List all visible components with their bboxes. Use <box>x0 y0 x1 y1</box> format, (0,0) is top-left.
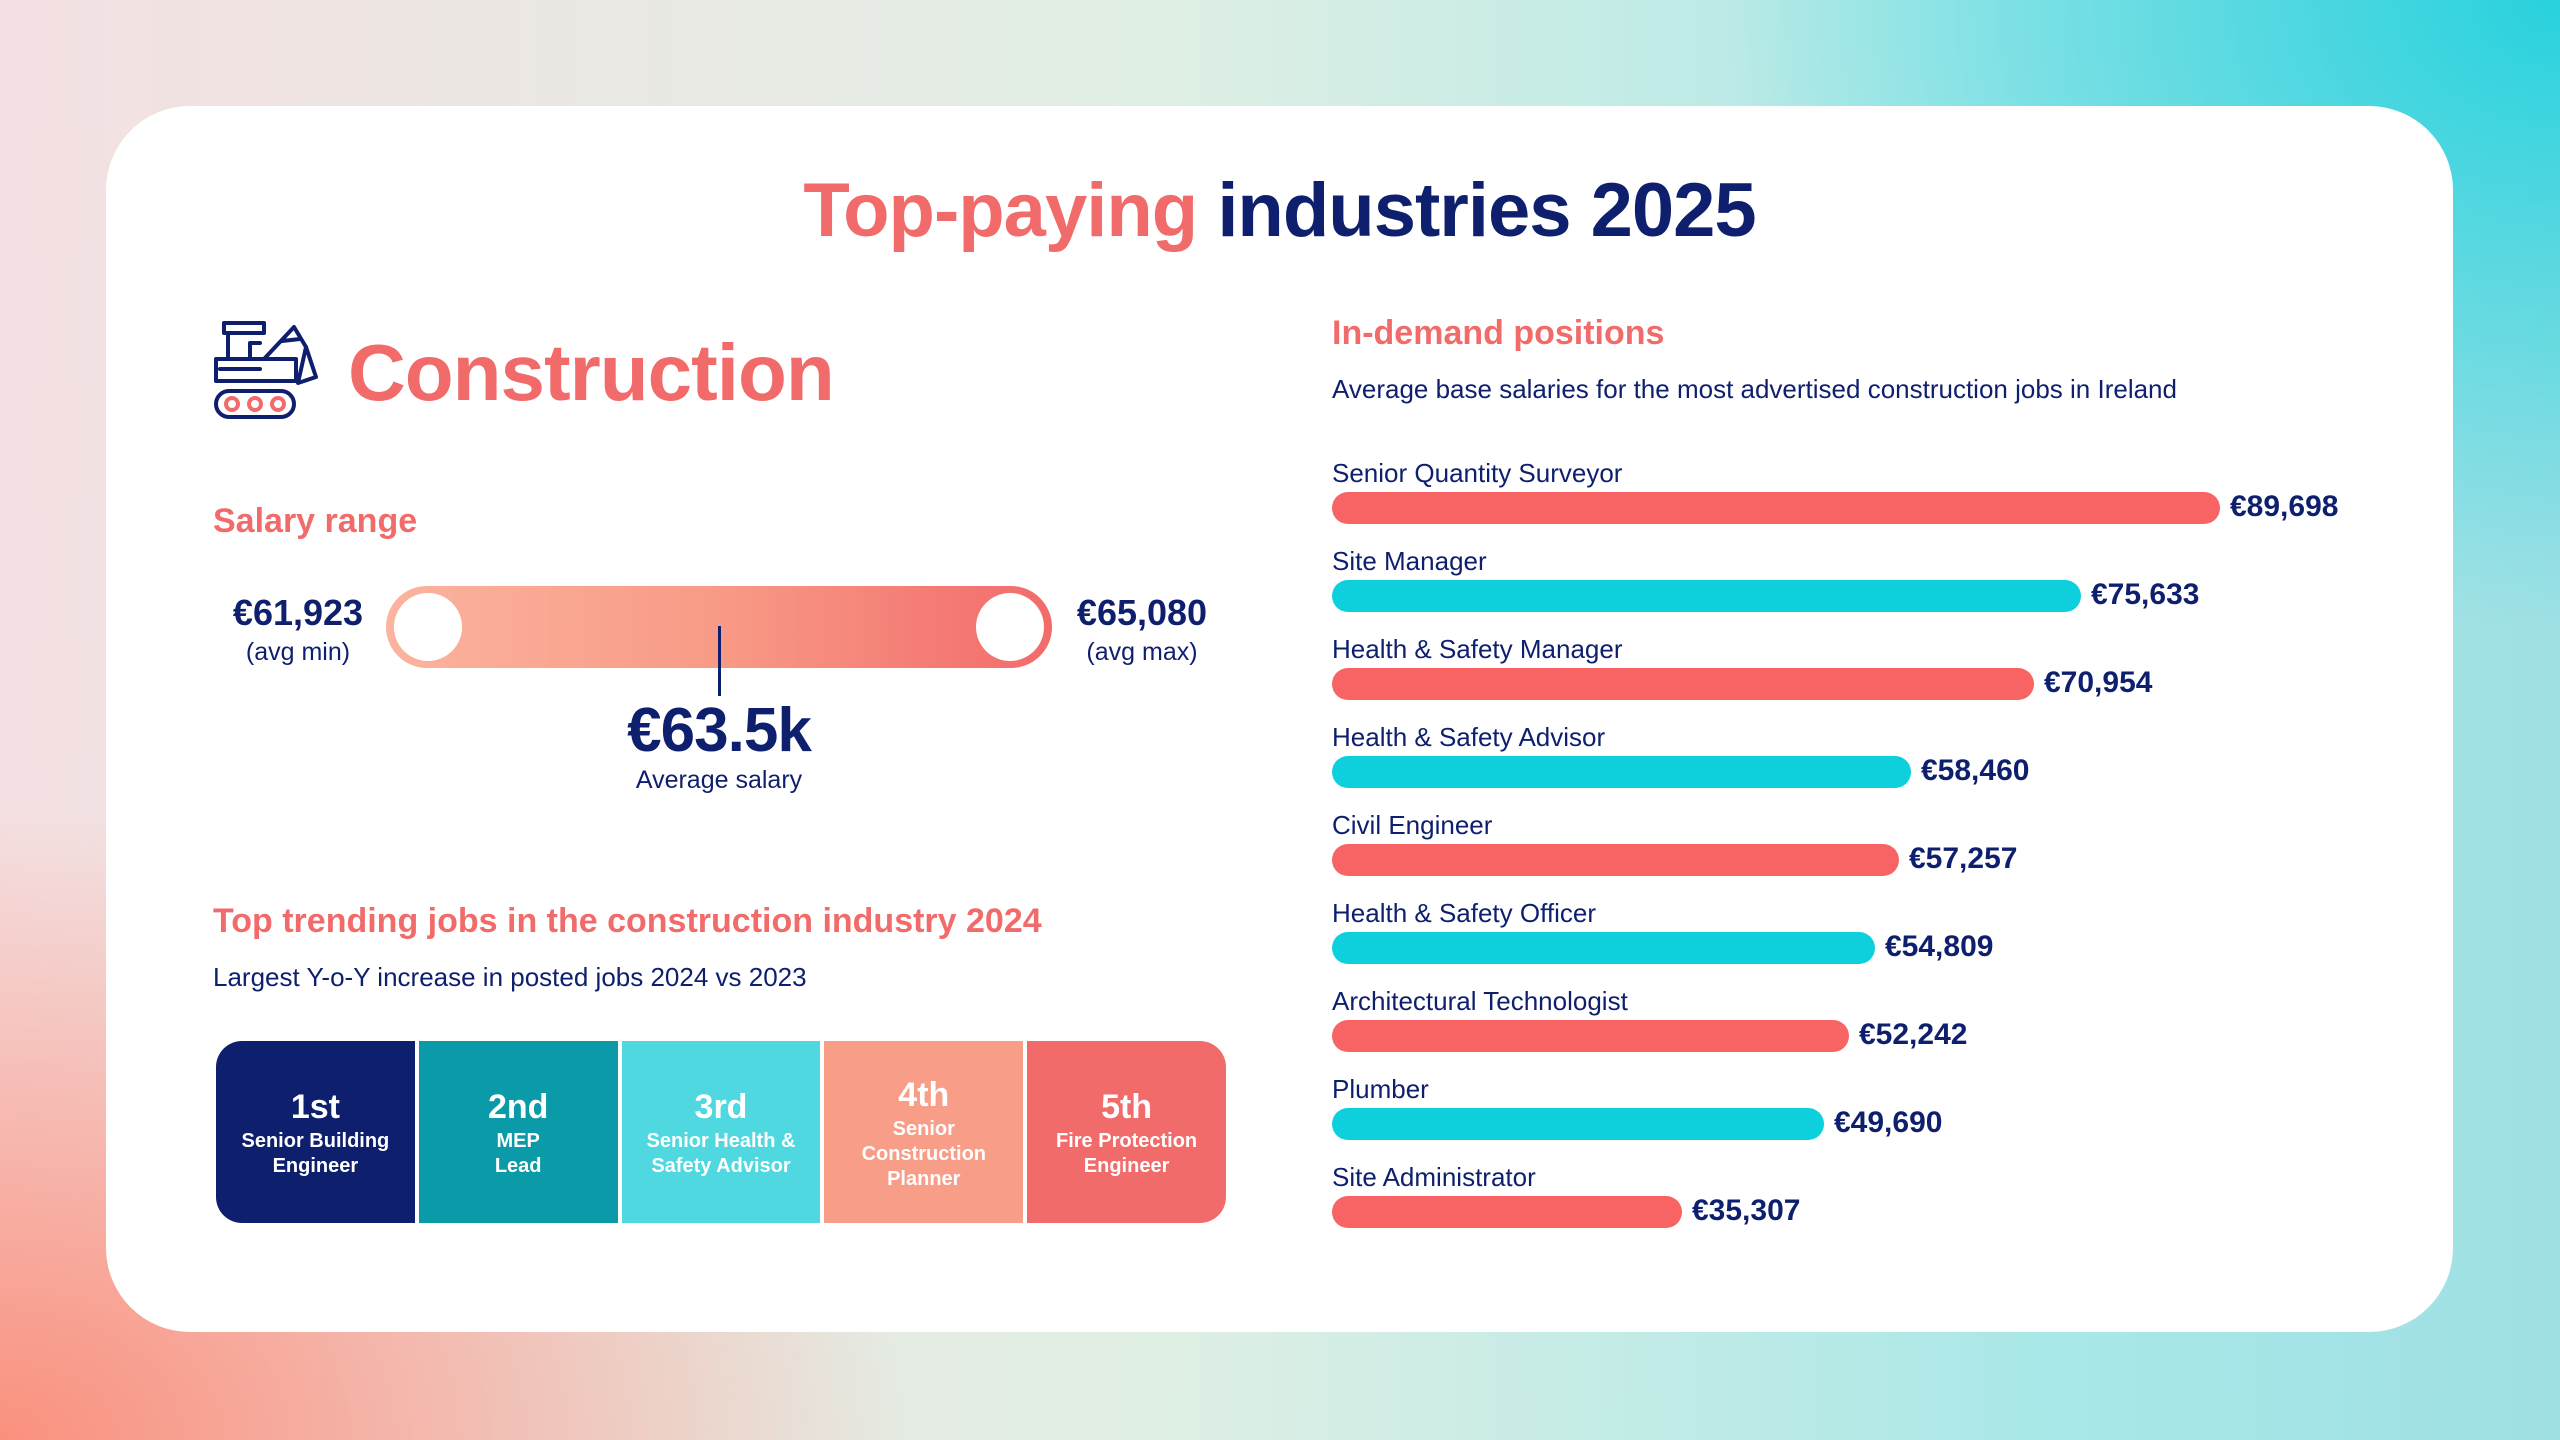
bar-row: Architectural Technologist €52,242 <box>1332 974 2382 1062</box>
trend-rank: 5th <box>1101 1088 1153 1126</box>
average-salary-value: €63.5k <box>627 696 812 765</box>
trend-box-3: 3rd Senior Health & Safety Advisor <box>617 1041 821 1223</box>
bar-row: Plumber €49,690 <box>1332 1062 2382 1150</box>
bar-value-label: €75,633 <box>2091 578 2200 611</box>
bar-value-label: €54,809 <box>1885 930 1994 963</box>
salary-min-label: (avg min) <box>245 638 351 666</box>
industry-name: Construction <box>348 328 835 417</box>
bar <box>1332 1196 1682 1228</box>
bar-row: Health & Safety Advisor €58,460 <box>1332 710 2382 798</box>
trend-rank: 1st <box>290 1088 340 1126</box>
bar-label: Senior Quantity Surveyor <box>1332 458 1623 488</box>
bar-row: Site Manager €75,633 <box>1332 534 2382 622</box>
bar <box>1332 492 2220 524</box>
salary-max: €65,080 (avg max) <box>1062 592 1222 667</box>
range-min-knob <box>394 593 462 661</box>
average-salary-label: Average salary <box>635 766 803 794</box>
bar-value-label: €52,242 <box>1859 1018 1968 1051</box>
salary-min: €61,923 (avg min) <box>218 592 378 667</box>
average-salary: €63.5k Average salary <box>506 696 932 795</box>
trend-rank: 3rd <box>694 1088 748 1126</box>
trend-box-2: 2nd MEP Lead <box>414 1041 618 1223</box>
salary-max-label: (avg max) <box>1086 638 1198 666</box>
excavator-icon <box>214 321 318 419</box>
trend-title: MEP Lead <box>494 1130 542 1177</box>
bar-row: Health & Safety Officer €54,809 <box>1332 886 2382 974</box>
page-title: Top-paying industries 2025 <box>106 166 2453 256</box>
trend-box-4: 4th Senior Construction Planner <box>820 1041 1024 1223</box>
bar-value-label: €70,954 <box>2044 666 2153 699</box>
trend-box-5: 5th Fire Protection Engineer <box>1023 1041 1226 1223</box>
bar-value-label: €57,257 <box>1909 842 2018 875</box>
trending-subtitle: Largest Y-o-Y increase in posted jobs 20… <box>213 962 807 992</box>
trending-jobs-row: 1st Senior Building Engineer 2nd MEP Lea… <box>216 1041 1226 1223</box>
bar <box>1332 1108 1824 1140</box>
bar <box>1332 756 1911 788</box>
trend-title: Senior Health & Safety Advisor <box>646 1130 796 1177</box>
salary-min-value: €61,923 <box>232 592 364 633</box>
positions-heading: In-demand positions <box>1332 314 1665 352</box>
bar-value-label: €58,460 <box>1921 754 2030 787</box>
bar <box>1332 932 1875 964</box>
bar-value-label: €89,698 <box>2230 490 2339 523</box>
title-highlight: Top-paying <box>803 168 1198 253</box>
infographic-card: Top-paying industries 2025 Construction … <box>106 106 2453 1332</box>
trend-title: Senior Construction Planner <box>861 1117 986 1190</box>
bar <box>1332 844 1899 876</box>
bar-row: Health & Safety Manager €70,954 <box>1332 622 2382 710</box>
trend-rank: 2nd <box>487 1088 549 1126</box>
bar-label: Plumber <box>1332 1074 1429 1104</box>
bar-label: Health & Safety Officer <box>1332 898 1596 928</box>
bar <box>1332 668 2034 700</box>
bar-label: Architectural Technologist <box>1332 986 1628 1016</box>
bar-label: Health & Safety Manager <box>1332 634 1623 664</box>
trend-rank: 4th <box>898 1075 950 1114</box>
bar-value-label: €35,307 <box>1692 1194 1801 1227</box>
bar-row: Senior Quantity Surveyor €89,698 <box>1332 446 2382 534</box>
bar-label: Site Administrator <box>1332 1162 1536 1192</box>
industry-header: Construction <box>210 314 835 432</box>
salary-bar-chart: Senior Quantity Surveyor €89,698 Site Mana… <box>1332 446 2382 1326</box>
bar-label: Health & Safety Advisor <box>1332 722 1606 752</box>
salary-range-heading: Salary range <box>213 502 418 540</box>
bar-label: Site Manager <box>1332 546 1487 576</box>
title-rest: industries 2025 <box>1217 168 1756 253</box>
bar-value-label: €49,690 <box>1834 1106 1943 1139</box>
trend-title: Senior Building Engineer <box>241 1130 390 1177</box>
bar <box>1332 1020 1849 1052</box>
bar-row: Site Administrator €35,307 <box>1332 1150 2382 1238</box>
positions-subtitle: Average base salaries for the most adver… <box>1332 374 2177 404</box>
bar <box>1332 580 2081 612</box>
trending-heading: Top trending jobs in the construction in… <box>213 902 1042 940</box>
average-marker <box>718 626 721 696</box>
range-max-knob <box>976 593 1044 661</box>
bar-label: Civil Engineer <box>1332 810 1493 840</box>
salary-max-value: €65,080 <box>1076 592 1208 633</box>
trend-box-1: 1st Senior Building Engineer <box>216 1041 415 1223</box>
bar-row: Civil Engineer €57,257 <box>1332 798 2382 886</box>
trend-title: Fire Protection Engineer <box>1056 1130 1198 1177</box>
